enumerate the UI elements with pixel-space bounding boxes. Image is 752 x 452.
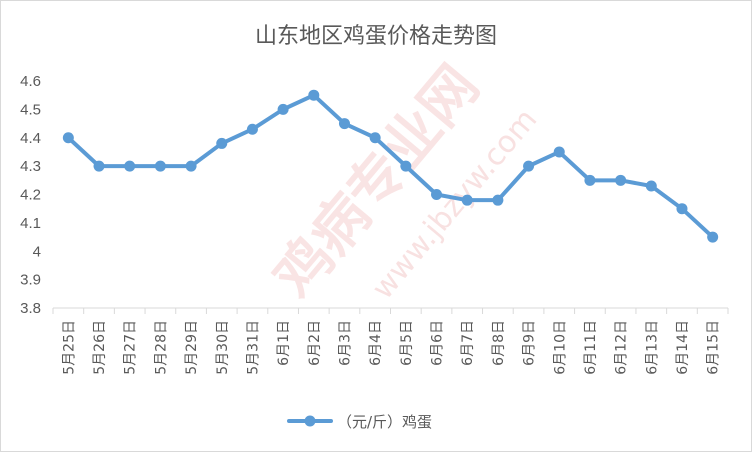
x-tick-label: 5月25日 <box>61 320 77 375</box>
x-tick-label: 5月30日 <box>215 320 231 375</box>
watermark: 鸡病专业网 www.jbzyw.com <box>262 54 544 310</box>
chart-title: 山东地区鸡蛋价格走势图 <box>255 24 497 49</box>
data-point[interactable] <box>584 174 596 186</box>
y-tick-label: 4 <box>33 243 41 260</box>
x-tick-label: 6月12日 <box>614 320 630 375</box>
data-point[interactable] <box>707 231 719 243</box>
y-tick-label: 4.4 <box>20 130 41 147</box>
x-tick-label: 6月9日 <box>522 320 538 366</box>
x-tick-label: 6月13日 <box>644 320 660 375</box>
x-tick-label: 5月26日 <box>92 320 108 375</box>
data-point[interactable] <box>277 103 289 115</box>
x-tick-label: 6月8日 <box>491 320 507 366</box>
legend-label: （元/斤）鸡蛋 <box>337 413 432 431</box>
y-tick-label: 3.9 <box>20 272 41 289</box>
data-point[interactable] <box>461 194 473 206</box>
x-tick-label: 6月10日 <box>552 320 568 375</box>
x-tick-label: 6月2日 <box>307 320 323 366</box>
data-point[interactable] <box>124 160 136 172</box>
x-tick-label: 6月7日 <box>460 320 476 366</box>
y-tick-label: 4.5 <box>20 101 41 118</box>
x-tick-label: 6月11日 <box>583 320 599 375</box>
data-point[interactable] <box>431 189 443 200</box>
y-tick-label: 4.6 <box>20 73 41 90</box>
x-tick-label: 6月14日 <box>675 320 691 375</box>
data-point[interactable] <box>492 194 504 206</box>
data-point[interactable] <box>216 137 228 149</box>
x-tick-label: 6月5日 <box>399 320 415 366</box>
plot-area <box>62 89 719 243</box>
y-tick-label: 3.8 <box>20 300 41 317</box>
y-tick-label: 4.3 <box>20 158 41 175</box>
data-point[interactable] <box>400 160 412 172</box>
y-axis: 3.8 3.9 4 4.1 4.2 4.3 4.4 4.5 4.6 <box>20 73 41 317</box>
data-point[interactable] <box>185 160 197 172</box>
series-line <box>66 93 715 240</box>
data-point[interactable] <box>154 160 166 172</box>
legend[interactable]: （元/斤）鸡蛋 <box>287 413 432 431</box>
data-point[interactable] <box>645 180 657 192</box>
data-point[interactable] <box>369 132 381 144</box>
data-point[interactable] <box>553 146 565 158</box>
data-point[interactable] <box>93 160 105 172</box>
x-tick-label: 6月3日 <box>337 320 353 366</box>
x-tick-label: 5月29日 <box>184 320 200 375</box>
x-tick-label: 6月6日 <box>430 320 446 366</box>
y-tick-label: 4.1 <box>20 215 41 232</box>
data-point[interactable] <box>615 174 627 186</box>
data-point[interactable] <box>246 123 258 135</box>
x-tick-label: 6月1日 <box>276 320 292 366</box>
x-tick-label: 5月31日 <box>245 320 261 375</box>
x-tick-label: 6月4日 <box>368 320 384 366</box>
x-axis: 5月25日 5月26日 5月27日 5月28日 5月29日 5月30日 5月31日 6月1日 6… <box>52 307 729 375</box>
data-point[interactable] <box>62 132 74 144</box>
x-tick-label: 6月15日 <box>706 320 722 375</box>
x-tick-label: 5月28日 <box>153 320 169 375</box>
data-point[interactable] <box>338 118 350 130</box>
data-point[interactable] <box>308 89 320 101</box>
x-tick-label: 5月27日 <box>123 320 139 375</box>
data-point[interactable] <box>523 160 535 172</box>
y-tick-label: 4.2 <box>20 187 41 204</box>
legend-marker-swatch <box>304 415 316 427</box>
data-point[interactable] <box>676 203 688 215</box>
